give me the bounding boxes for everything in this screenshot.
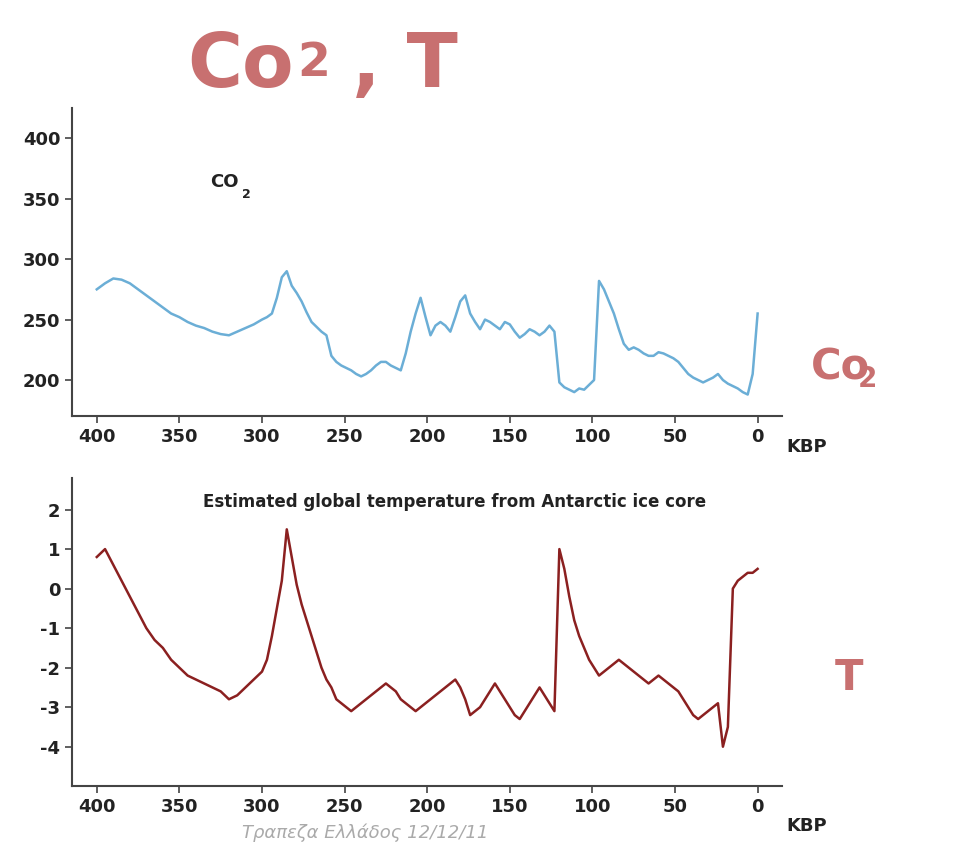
Text: KBP: KBP — [786, 817, 827, 835]
Text: Co: Co — [811, 346, 871, 388]
Text: 2: 2 — [857, 365, 876, 393]
Text: CO: CO — [210, 173, 239, 191]
Text: 2: 2 — [243, 187, 252, 200]
Text: T: T — [835, 658, 864, 699]
Text: Τραπεζα Ελλάδος 12/12/11: Τραπεζα Ελλάδος 12/12/11 — [242, 824, 488, 842]
Text: , T: , T — [326, 30, 458, 103]
Text: 2: 2 — [298, 41, 330, 86]
Text: Co: Co — [187, 30, 294, 103]
Text: Estimated global temperature from Antarctic ice core: Estimated global temperature from Antarc… — [204, 493, 707, 511]
Text: KBP: KBP — [786, 438, 827, 456]
